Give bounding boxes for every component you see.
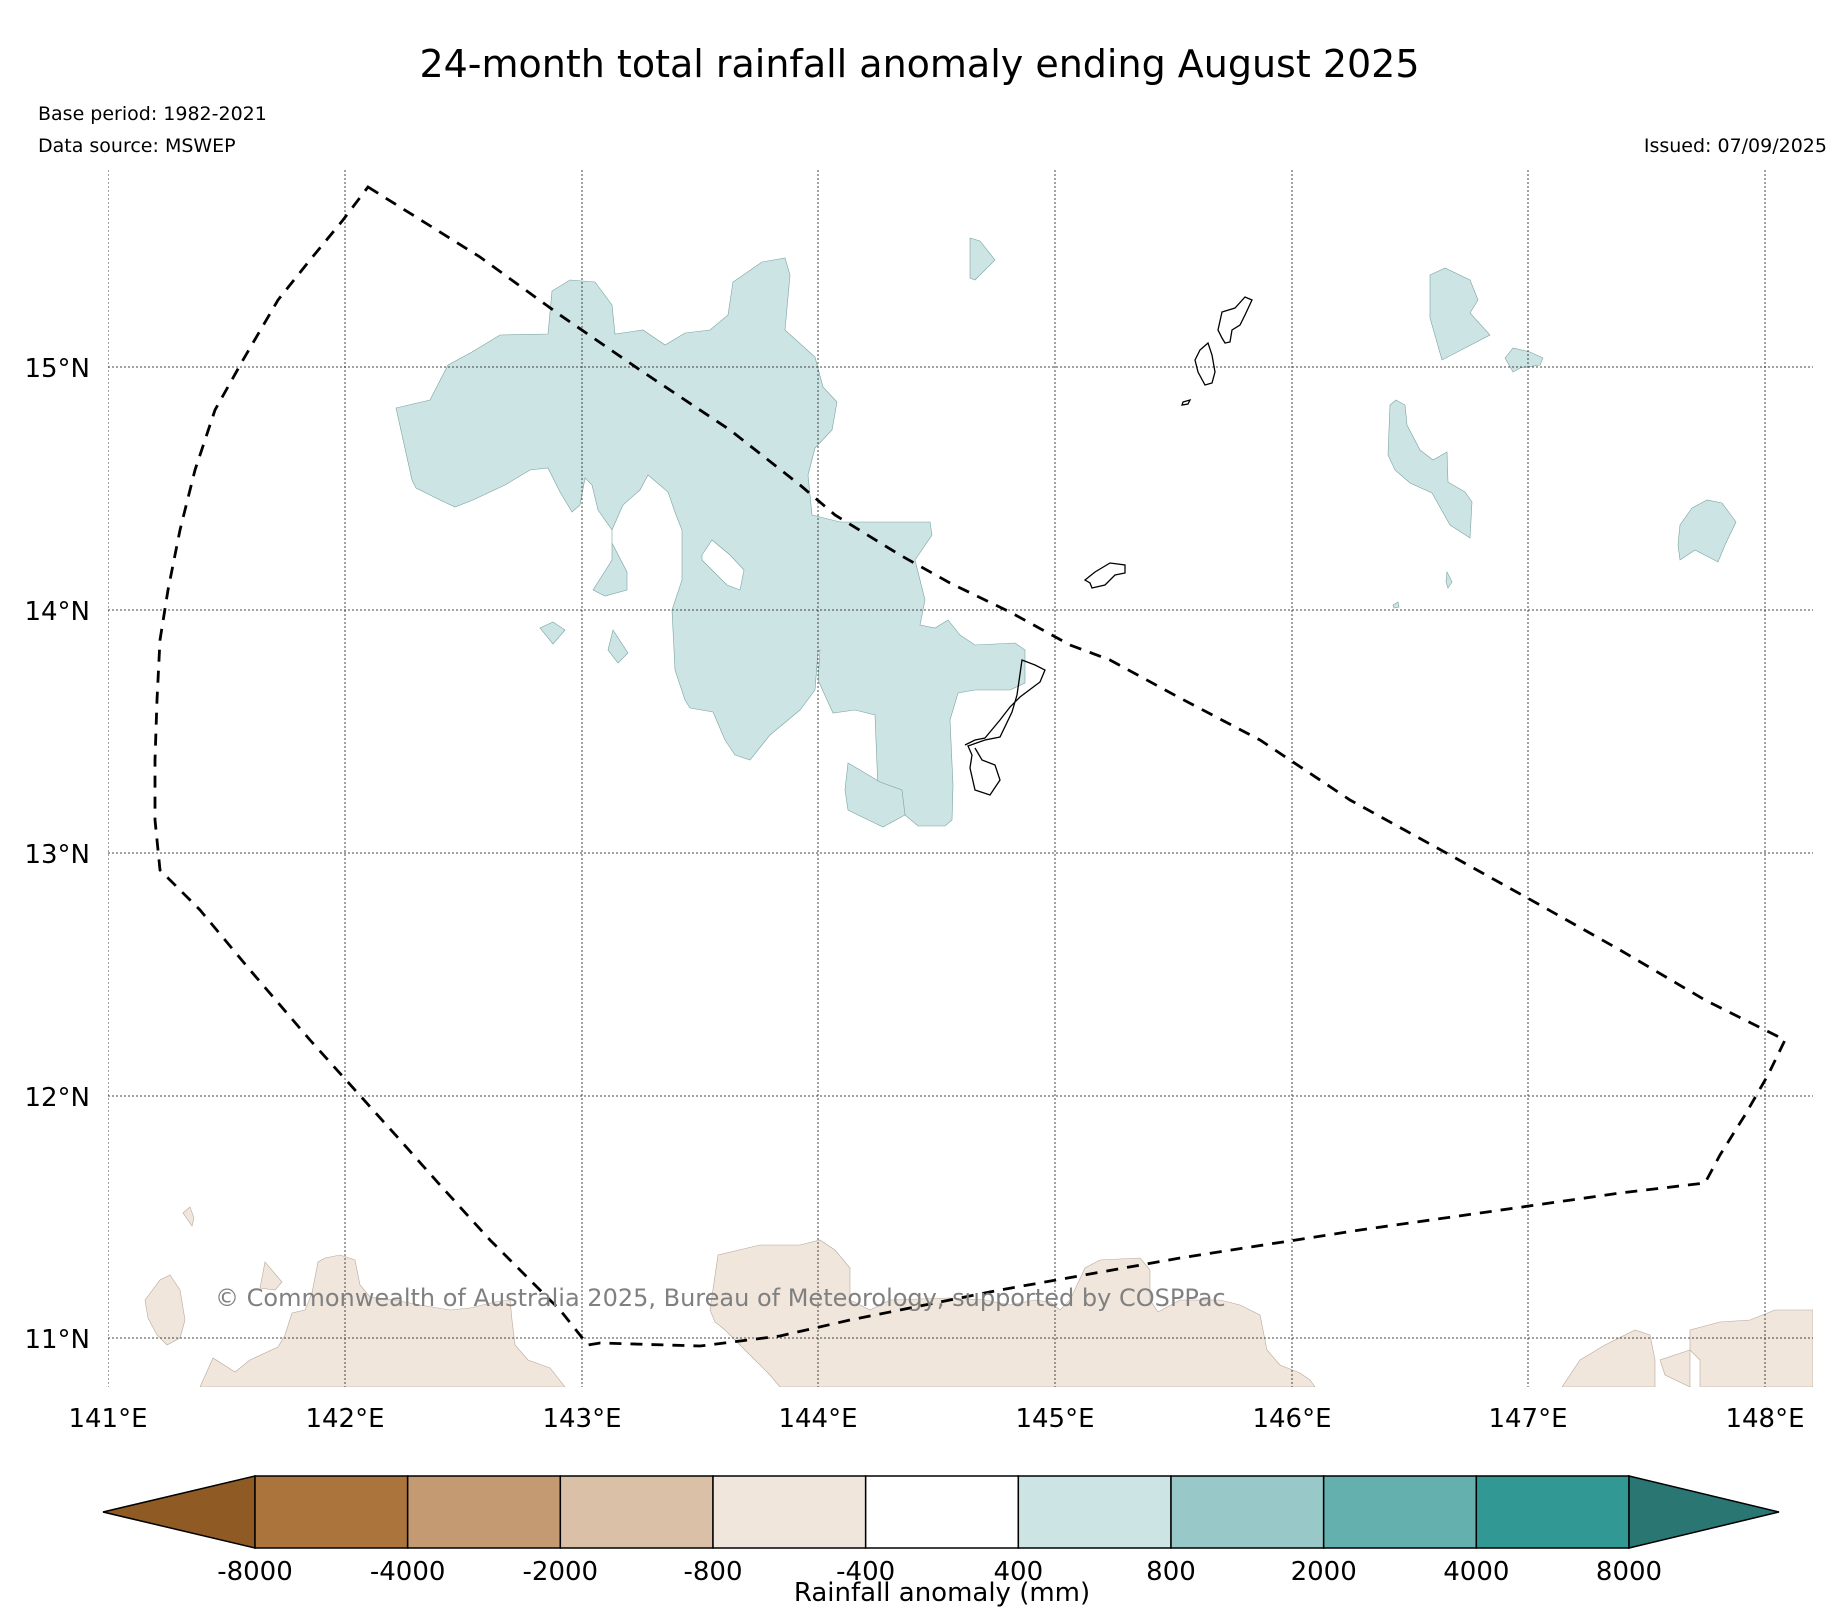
map-title: 24-month total rainfall anomaly ending A… <box>419 42 1420 86</box>
dry-region-southwest <box>199 1254 566 1387</box>
colorbar: -8000 -4000 -2000 -800 -400 400 800 2000 4000 800… <box>102 1475 1780 1608</box>
wet-region-south-islet <box>607 629 629 664</box>
issued-date-label: Issued: 07/09/2025 <box>1643 135 1827 157</box>
colorbar-bin <box>1170 1475 1325 1549</box>
wet-anomaly-regions <box>395 237 1737 828</box>
wet-region-ne-2 <box>1504 347 1544 373</box>
colorbar-extend-low <box>102 1475 256 1549</box>
colorbar-bin <box>864 1475 1020 1549</box>
lon-label-145E: 145°E <box>1015 1404 1094 1434</box>
colorbar-tick-label: 400 <box>994 1557 1044 1587</box>
longitude-labels: 141°E 142°E 143°E 144°E 145°E 146°E 147°… <box>68 1404 1804 1434</box>
colorbar-bins <box>254 1475 1630 1549</box>
colorbar-extend-high <box>1628 1475 1780 1549</box>
copyright-notice: © Commonwealth of Australia 2025, Bureau… <box>215 1284 1226 1312</box>
wet-region-tiny-2 <box>1392 601 1400 609</box>
base-period-label: Base period: 1982-2021 <box>38 103 267 125</box>
colorbar-label: Rainfall anomaly (mm) <box>794 1578 1090 1608</box>
wet-region-southern-lobe <box>844 762 906 828</box>
colorbar-tick-label: -4000 <box>370 1557 446 1587</box>
wet-region-hole <box>701 539 745 591</box>
dry-region-east-3 <box>1689 1309 1813 1387</box>
colorbar-tick-labels: -8000 -4000 -2000 -800 -400 400 800 2000 4000 800… <box>217 1557 1662 1587</box>
wet-region-tiny-1 <box>1445 570 1453 589</box>
latitude-labels: 15°N 14°N 13°N 12°N 11°N <box>24 354 90 1355</box>
colorbar-tick-label: 2000 <box>1291 1557 1357 1587</box>
lat-label-11N: 11°N <box>24 1325 90 1355</box>
lon-label-141E: 141°E <box>68 1404 147 1434</box>
dry-anomaly-regions <box>144 1206 1813 1387</box>
lon-label-148E: 148°E <box>1725 1404 1804 1434</box>
colorbar-tick-label: 4000 <box>1443 1557 1509 1587</box>
colorbar-bin <box>559 1475 714 1549</box>
lon-label-146E: 146°E <box>1252 1404 1331 1434</box>
wet-region-east-1 <box>1387 399 1473 539</box>
colorbar-tick-label: -800 <box>683 1557 742 1587</box>
saipan-north-coastline <box>1217 296 1253 344</box>
lon-label-143E: 143°E <box>542 1404 621 1434</box>
colorbar-bin <box>1322 1475 1478 1549</box>
dry-region-west-blob <box>144 1274 186 1346</box>
lat-label-14N: 14°N <box>24 597 90 627</box>
lon-label-147E: 147°E <box>1488 1404 1567 1434</box>
graticule <box>108 170 1813 1387</box>
colorbar-bin <box>1475 1475 1630 1549</box>
colorbar-bin <box>406 1475 562 1549</box>
lat-label-15N: 15°N <box>24 354 90 384</box>
saipan-coastline <box>1194 341 1216 386</box>
data-source-label: Data source: MSWEP <box>38 135 236 157</box>
wet-region-ne-1 <box>1429 267 1491 361</box>
lon-label-144E: 144°E <box>778 1404 857 1434</box>
rota-coastline <box>1083 562 1126 589</box>
colorbar-bin <box>254 1475 409 1549</box>
guam-coastline <box>964 659 1046 796</box>
lat-label-12N: 12°N <box>24 1083 90 1113</box>
colorbar-tick-label: 800 <box>1146 1557 1196 1587</box>
dry-region-islet <box>182 1206 195 1227</box>
wet-region-north-islet <box>969 237 996 281</box>
colorbar-tick-label: 8000 <box>1596 1557 1662 1587</box>
colorbar-bin <box>1017 1475 1172 1549</box>
dry-region-notch <box>259 1261 283 1291</box>
lon-label-142E: 142°E <box>305 1404 384 1434</box>
colorbar-bin <box>712 1475 867 1549</box>
eez-boundary <box>153 185 1787 1348</box>
wet-region-west-islet <box>539 621 566 645</box>
tinian-coastline <box>1181 398 1192 406</box>
colorbar-tick-label: -400 <box>836 1557 895 1587</box>
dry-region-east-1 <box>1561 1329 1656 1387</box>
lat-label-13N: 13°N <box>24 840 90 870</box>
map-plot-area: © Commonwealth of Australia 2025, Bureau… <box>108 170 1813 1387</box>
dry-region-center-south <box>709 1239 1316 1387</box>
colorbar-tick-label: -2000 <box>523 1557 599 1587</box>
dry-region-east-2 <box>1659 1349 1691 1387</box>
wet-region-east-2 <box>1677 499 1737 563</box>
island-coastlines <box>964 296 1253 796</box>
colorbar-tick-label: -8000 <box>217 1557 293 1587</box>
